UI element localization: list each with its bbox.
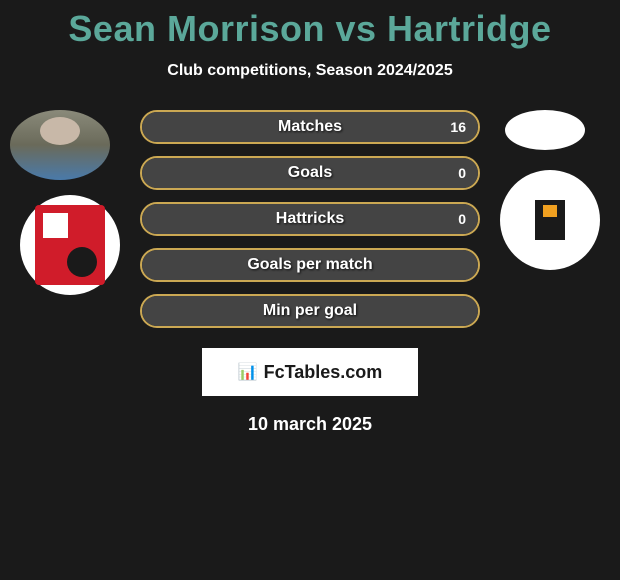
page-title: Sean Morrison vs Hartridge — [0, 0, 620, 50]
watermark: 📊 FcTables.com — [202, 348, 418, 396]
chart-icon: 📊 — [238, 362, 258, 382]
club-left-badge — [20, 195, 120, 295]
stat-row-min-per-goal: Min per goal — [140, 294, 480, 328]
stat-label: Goals — [288, 164, 332, 182]
stat-right-value: 0 — [458, 211, 466, 227]
stat-row-matches: Matches 16 — [140, 110, 480, 144]
stat-label: Matches — [278, 118, 342, 136]
watermark-text: FcTables.com — [264, 362, 383, 383]
club-right-badge — [500, 170, 600, 270]
stat-row-hattricks: Hattricks 0 — [140, 202, 480, 236]
stat-right-value: 16 — [450, 119, 466, 135]
date-label: 10 march 2025 — [0, 414, 620, 435]
player-right-avatar — [505, 110, 585, 150]
stat-row-goals: Goals 0 — [140, 156, 480, 190]
stat-label: Goals per match — [247, 256, 372, 274]
comparison-content: Matches 16 Goals 0 Hattricks 0 Goals per… — [0, 110, 620, 435]
stats-container: Matches 16 Goals 0 Hattricks 0 Goals per… — [140, 110, 480, 328]
player-left-avatar — [10, 110, 110, 180]
stat-label: Min per goal — [263, 302, 357, 320]
subtitle: Club competitions, Season 2024/2025 — [0, 62, 620, 80]
stat-label: Hattricks — [276, 210, 344, 228]
stat-right-value: 0 — [458, 165, 466, 181]
stat-row-goals-per-match: Goals per match — [140, 248, 480, 282]
